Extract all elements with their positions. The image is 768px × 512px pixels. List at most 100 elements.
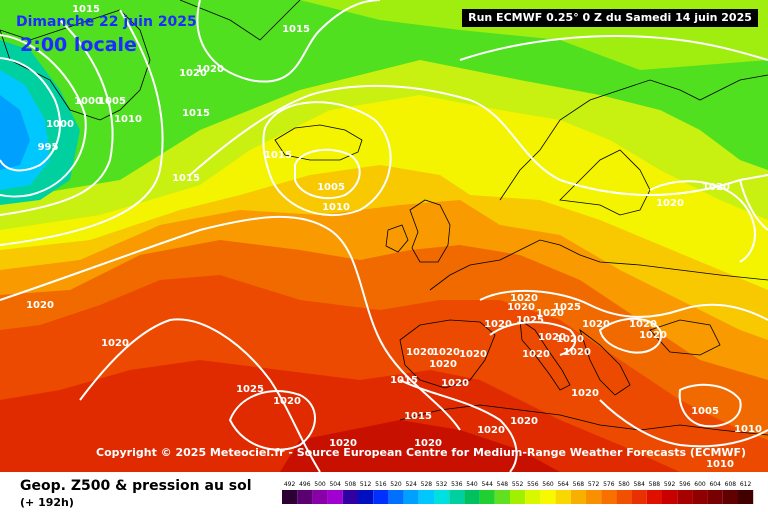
isobar-label: 1015 xyxy=(404,411,432,422)
copyright-notice: Copyright © 2025 Meteociel.fr - Source E… xyxy=(96,446,747,459)
scale-label: 572 xyxy=(588,481,600,488)
isobar-label: 1010 xyxy=(706,459,734,470)
scale-swatch xyxy=(282,490,298,504)
scale-label: 564 xyxy=(557,481,569,488)
scale-label: 592 xyxy=(664,481,676,488)
scale-swatch xyxy=(418,490,434,504)
scale-swatch xyxy=(616,490,632,504)
isobar-label: 1015 xyxy=(182,108,210,119)
scale-swatch xyxy=(601,490,617,504)
scale-label: 500 xyxy=(314,481,326,488)
isobar-label: 1020 xyxy=(477,425,505,436)
scale-swatch xyxy=(312,490,328,504)
isobar-label: 1020 xyxy=(459,349,487,360)
scale-label: 508 xyxy=(345,481,357,488)
isobar-label: 1020 xyxy=(556,334,584,345)
isobar-label: 1005 xyxy=(317,182,345,193)
scale-label: 580 xyxy=(618,481,630,488)
scale-label: 576 xyxy=(603,481,615,488)
scale-swatch xyxy=(722,490,738,504)
isobar-label: 1020 xyxy=(179,68,207,79)
isobar-label: 1000 xyxy=(46,119,74,130)
scale-label: 512 xyxy=(360,481,372,488)
scale-swatch xyxy=(540,490,556,504)
z500-blue-area xyxy=(0,95,30,170)
isobar-label: 1020 xyxy=(406,347,434,358)
run-info: Run ECMWF 0.25° 0 Z du Samedi 14 juin 20… xyxy=(462,9,758,27)
isobar-label: 1005 xyxy=(691,406,719,417)
scale-swatch xyxy=(707,490,723,504)
isobar-label: 1020 xyxy=(702,182,730,193)
scale-swatch xyxy=(631,490,647,504)
isobar-label: 995 xyxy=(38,142,59,153)
isobar-label: 1020 xyxy=(441,378,469,389)
scale-swatch xyxy=(449,490,465,504)
isobar-label: 1020 xyxy=(507,302,535,313)
weather-map: 1015101510201020100010051010100099510151… xyxy=(0,0,768,472)
scale-swatch xyxy=(525,490,541,504)
isobar-label: 1015 xyxy=(390,375,418,386)
isobar-label: 1000 xyxy=(74,96,102,107)
isobar-label: 1010 xyxy=(114,114,142,125)
isobar-label: 1025 xyxy=(516,315,544,326)
isobar-label: 1025 xyxy=(553,302,581,313)
color-scale: 492 496 500 504 508 512 516 520 524 528 532 536 540 5… xyxy=(282,481,754,504)
isobar-label: 1015 xyxy=(264,150,292,161)
map-title: Geop. Z500 & pression au sol xyxy=(20,478,252,494)
isobar-label: 1020 xyxy=(510,293,538,304)
scale-label: 532 xyxy=(436,481,448,488)
scale-label: 588 xyxy=(649,481,661,488)
scale-swatch xyxy=(510,490,526,504)
scale-swatch xyxy=(342,490,358,504)
scale-label: 584 xyxy=(633,481,645,488)
scale-swatch xyxy=(464,490,480,504)
isobar-label: 1025 xyxy=(236,384,264,395)
scale-label: 548 xyxy=(497,481,509,488)
scale-swatch xyxy=(677,490,693,504)
scale-label: 596 xyxy=(679,481,691,488)
isobar-label: 1020 xyxy=(563,347,591,358)
isobar-label: 1020 xyxy=(510,416,538,427)
scale-swatch xyxy=(434,490,450,504)
isobar-label: 1015 xyxy=(282,24,310,35)
scale-label: 612 xyxy=(740,481,752,488)
isobar-label: 1020 xyxy=(656,198,684,209)
scale-swatch xyxy=(586,490,602,504)
forecast-time: 2:00 locale xyxy=(20,34,137,56)
scale-label: 556 xyxy=(527,481,539,488)
z500-darkred-area xyxy=(280,420,560,472)
isobar-label: 1020 xyxy=(536,308,564,319)
scale-label: 492 xyxy=(284,481,296,488)
scale-label: 536 xyxy=(451,481,463,488)
scale-swatch xyxy=(388,490,404,504)
scale-label: 520 xyxy=(390,481,402,488)
scale-label: 524 xyxy=(405,481,417,488)
scale-labels: 492 496 500 504 508 512 516 520 524 528 532 536 540 5… xyxy=(284,481,752,488)
isobar-lines xyxy=(0,0,768,472)
scale-label: 504 xyxy=(329,481,341,488)
isobar-label: 1015 xyxy=(72,4,100,15)
scale-label: 608 xyxy=(725,481,737,488)
forecast-date: Dimanche 22 juin 2025 xyxy=(16,14,197,30)
forecast-step: (+ 192h) xyxy=(20,496,74,509)
isobar-label: 1020 xyxy=(629,319,657,330)
scale-label: 516 xyxy=(375,481,387,488)
scale-swatches xyxy=(282,490,754,504)
scale-swatch xyxy=(358,490,374,504)
isobar-label: 1020 xyxy=(329,438,357,449)
scale-swatch xyxy=(297,490,313,504)
isobar-label: 1020 xyxy=(429,359,457,370)
isobar-label: 1020 xyxy=(196,64,224,75)
scale-swatch xyxy=(327,490,343,504)
scale-swatch xyxy=(692,490,708,504)
scale-swatch xyxy=(494,490,510,504)
isobar-label: 1020 xyxy=(414,438,442,449)
isobar-label: 1020 xyxy=(101,338,129,349)
scale-swatch xyxy=(373,490,389,504)
scale-label: 528 xyxy=(421,481,433,488)
isobar-label: 1010 xyxy=(734,424,762,435)
scale-swatch xyxy=(555,490,571,504)
isobar-label: 1020 xyxy=(522,349,550,360)
isobar-label: 1020 xyxy=(571,388,599,399)
scale-label: 496 xyxy=(299,481,311,488)
